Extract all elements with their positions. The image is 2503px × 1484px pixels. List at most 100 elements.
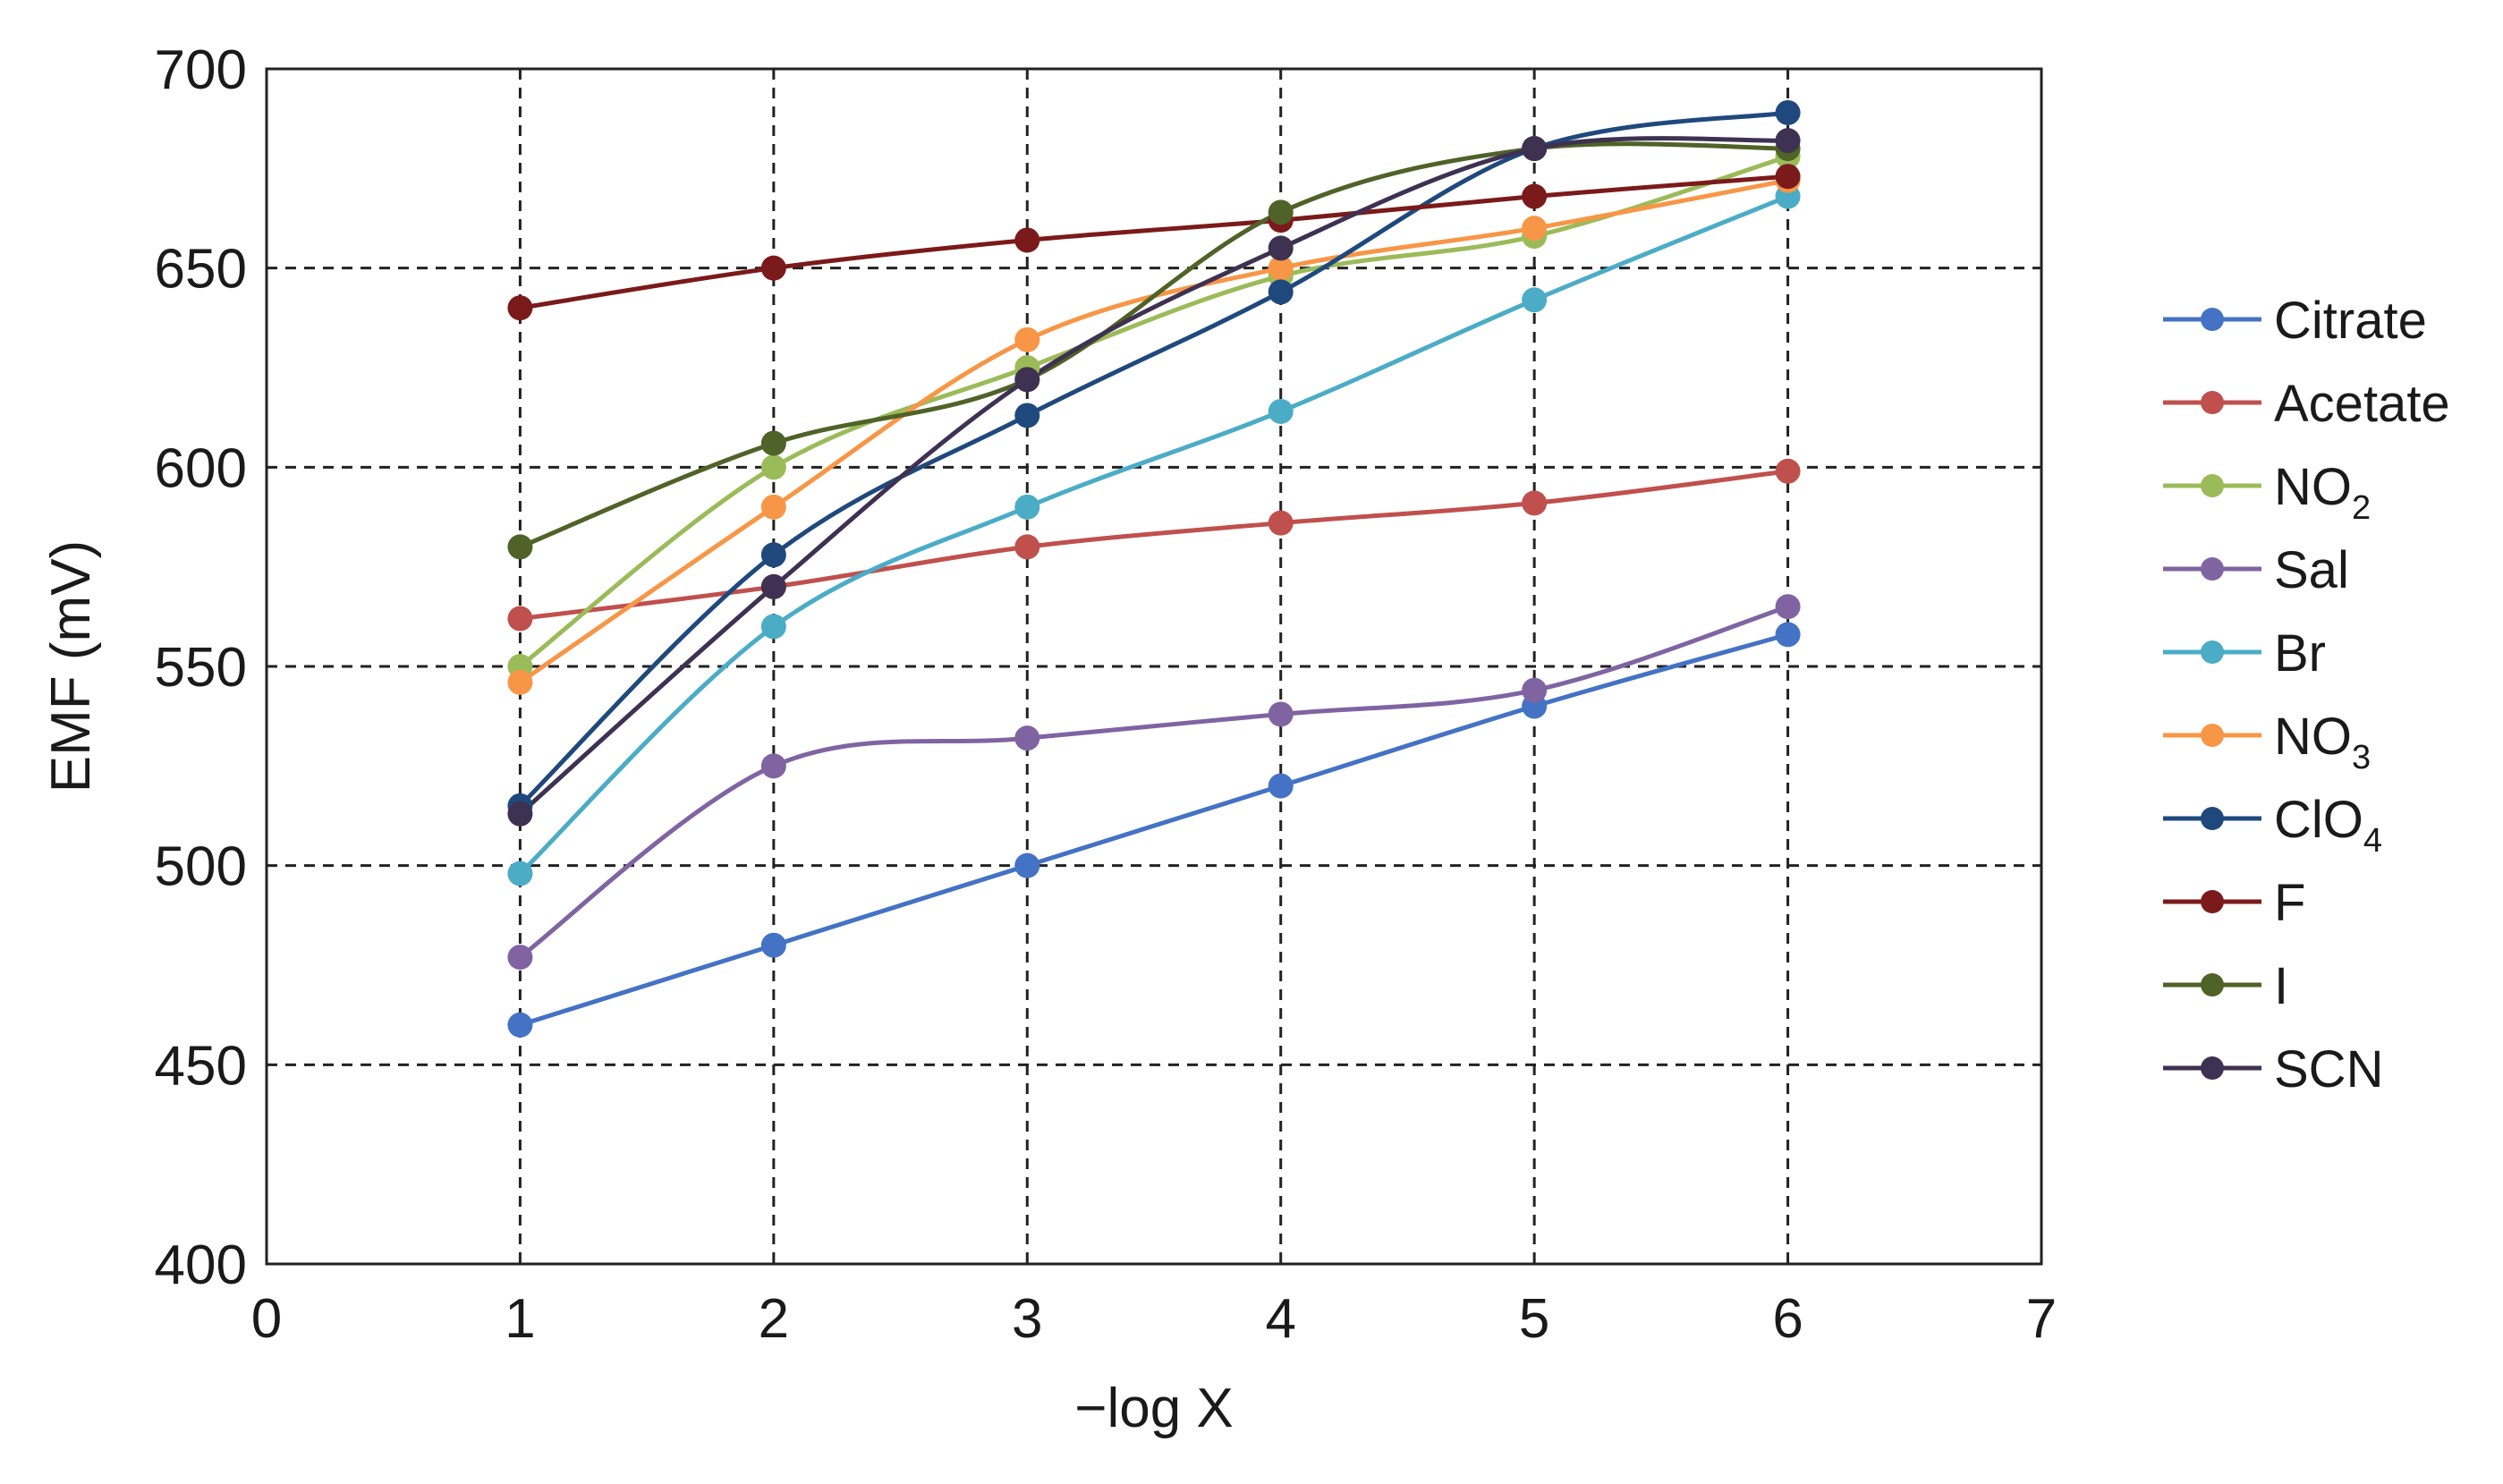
x-tick-label: 6: [1772, 1288, 1803, 1350]
data-point-NO3: [1014, 326, 1040, 352]
legend-marker: [2201, 807, 2224, 830]
data-point-I: [760, 430, 786, 456]
data-point-ClO4: [760, 542, 786, 568]
legend-item-NO3: NO3: [2163, 708, 2371, 776]
y-tick-label: 600: [155, 437, 247, 499]
x-tick-label: 1: [505, 1288, 535, 1350]
legend-marker: [2201, 973, 2224, 996]
data-point-ClO4: [1014, 403, 1040, 428]
data-point-Acetate: [507, 606, 533, 632]
data-point-SCN: [507, 801, 533, 827]
y-tick-label: 550: [155, 637, 247, 699]
data-point-F: [1014, 227, 1040, 253]
legend-label: NO3: [2274, 708, 2371, 776]
legend-label-text: I: [2274, 957, 2288, 1015]
data-point-Sal: [1522, 677, 1548, 703]
series-line-NO2: [518, 154, 1789, 668]
data-point-Acetate: [1775, 458, 1801, 484]
y-tick-label: 450: [155, 1035, 247, 1097]
y-tick-label: 400: [155, 1234, 247, 1296]
data-point-I: [507, 534, 533, 560]
data-point-Br: [1522, 287, 1548, 313]
series-line-SCN: [518, 136, 1788, 816]
legend-item-Br: Br: [2163, 624, 2326, 683]
legend-label: Br: [2274, 624, 2326, 683]
gridlines: [267, 69, 2041, 1264]
data-point-NO2: [760, 454, 786, 480]
legend-label: Citrate: [2274, 292, 2427, 350]
x-tick-label: 3: [1012, 1288, 1042, 1350]
data-point-Br: [1268, 398, 1294, 424]
series-line-Citrate: [519, 632, 1789, 1028]
data-point-Citrate: [760, 932, 786, 958]
data-point-SCN: [1014, 367, 1040, 393]
series-markers: [507, 99, 1801, 1038]
legend-marker: [2201, 640, 2224, 664]
y-axis-title: EMF (mV): [40, 540, 102, 793]
legend-item-Acetate: Acetate: [2163, 375, 2450, 433]
data-point-Sal: [507, 945, 533, 971]
legend-label: Sal: [2274, 541, 2349, 599]
data-point-Br: [507, 861, 533, 886]
data-point-Citrate: [1775, 622, 1801, 648]
data-point-Br: [760, 614, 786, 640]
legend-label: Acetate: [2274, 375, 2450, 433]
legend-item-Citrate: Citrate: [2163, 292, 2427, 350]
legend-item-ClO4: ClO4: [2163, 791, 2382, 860]
legend-marker: [2201, 391, 2224, 414]
x-tick-label: 0: [251, 1288, 282, 1350]
data-point-NO3: [1268, 255, 1294, 281]
legend-label: ClO4: [2274, 791, 2382, 860]
legend-label-text: Citrate: [2274, 292, 2427, 350]
legend-label-text: NO: [2274, 708, 2352, 766]
legend-item-SCN: SCN: [2163, 1040, 2383, 1098]
legend-label-text: ClO: [2274, 791, 2363, 849]
data-point-Citrate: [1268, 773, 1294, 799]
legend-marker: [2201, 890, 2224, 913]
data-point-NO3: [507, 669, 533, 695]
y-tick-label: 500: [155, 836, 247, 898]
legend-item-I: I: [2163, 957, 2288, 1015]
series-line-Br: [518, 194, 1789, 876]
data-point-F: [1775, 164, 1801, 190]
legend-item-NO2: NO2: [2163, 458, 2371, 527]
x-tick-label: 4: [1265, 1288, 1295, 1350]
legend-label: I: [2274, 957, 2288, 1015]
legend-marker: [2201, 1056, 2224, 1080]
data-point-Acetate: [1268, 510, 1294, 536]
legend-marker: [2201, 557, 2224, 581]
legend-label-text: Br: [2274, 624, 2326, 683]
data-point-ClO4: [1268, 279, 1294, 305]
x-tick-label: 7: [2026, 1288, 2057, 1350]
data-point-SCN: [1522, 136, 1548, 162]
legend-label-subscript: 4: [2363, 822, 2382, 860]
x-tick-label: 5: [1519, 1288, 1549, 1350]
series-line-Sal: [518, 604, 1789, 960]
data-point-NO3: [1522, 216, 1548, 242]
y-tick-label: 650: [155, 239, 247, 301]
y-tick-label: 700: [155, 39, 247, 101]
series-line-Acetate: [520, 469, 1788, 622]
legend-label-text: F: [2274, 874, 2305, 932]
data-point-SCN: [1268, 235, 1294, 261]
data-point-Citrate: [1014, 852, 1040, 878]
data-point-NO3: [760, 494, 786, 520]
legend-marker: [2201, 308, 2224, 331]
data-point-Br: [1014, 494, 1040, 520]
legend-label-text: NO: [2274, 458, 2352, 516]
data-point-Sal: [1775, 594, 1801, 620]
plot-frame: [265, 67, 2043, 1266]
legend-label: F: [2274, 874, 2305, 932]
data-point-Acetate: [1014, 534, 1040, 560]
data-point-Citrate: [507, 1012, 533, 1038]
data-point-Acetate: [1522, 490, 1548, 516]
data-point-SCN: [760, 573, 786, 599]
legend-label: NO2: [2274, 458, 2371, 527]
series-lines: [518, 110, 1789, 1028]
data-point-ClO4: [1775, 99, 1801, 125]
legend-label-text: Acetate: [2274, 375, 2450, 433]
data-point-Sal: [760, 753, 786, 779]
series-line-ClO4: [518, 110, 1788, 808]
